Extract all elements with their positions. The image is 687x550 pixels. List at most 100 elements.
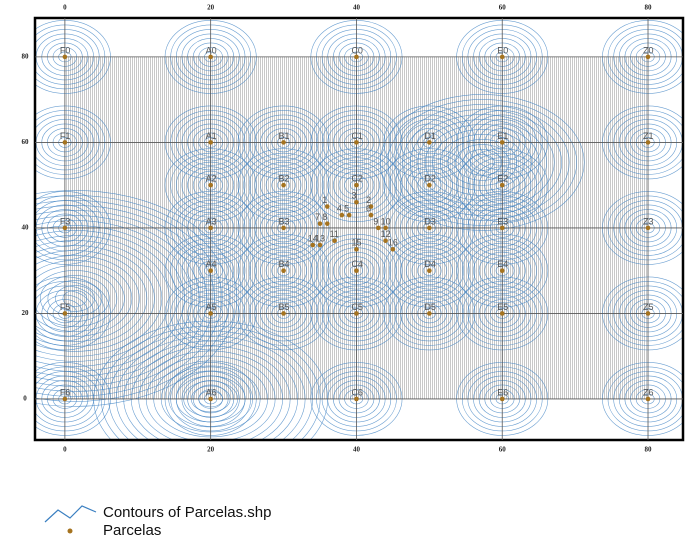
point-label: D2 <box>424 174 436 184</box>
contour <box>417 260 442 281</box>
contour <box>277 265 291 276</box>
y-tick-label: 20 <box>22 309 30 317</box>
x-tick-label: 60 <box>499 446 507 454</box>
parcela-point <box>368 212 374 218</box>
point-label: E4 <box>497 259 508 269</box>
parcela-point <box>208 54 213 60</box>
contour <box>402 109 563 216</box>
contour <box>422 179 436 191</box>
contour <box>277 179 291 191</box>
contour <box>35 225 185 372</box>
point-label: 13 <box>315 233 325 243</box>
point-label: 9 <box>373 216 378 226</box>
contour <box>35 245 155 352</box>
parcela-point <box>208 396 213 402</box>
parcela-point <box>208 182 213 188</box>
point-label: A4 <box>206 259 217 269</box>
point-label: Z6 <box>643 387 654 397</box>
point-label: A3 <box>206 216 217 226</box>
contour <box>387 99 578 226</box>
parcela-point <box>346 212 352 218</box>
point-label: F3 <box>60 216 71 226</box>
parcela-point <box>354 311 359 316</box>
contour <box>422 265 436 276</box>
point-label: 11 <box>330 229 339 239</box>
point-label: 3 <box>351 191 356 201</box>
parcela-point <box>427 140 432 145</box>
point-label: F0 <box>60 45 71 55</box>
contour <box>394 104 570 221</box>
point-label: Z5 <box>643 302 654 312</box>
point-label: E0 <box>497 45 508 55</box>
point-label: D4 <box>424 259 436 269</box>
point-label: C0 <box>351 45 363 55</box>
parcela-point <box>281 140 286 145</box>
parcela-point <box>645 396 651 402</box>
parcela-point <box>332 238 337 244</box>
parcela-point <box>499 225 505 231</box>
contour <box>243 238 324 303</box>
contour <box>405 251 453 290</box>
contour <box>394 157 465 213</box>
parcela-point <box>645 225 651 231</box>
contour <box>40 275 110 322</box>
point-label: 12 <box>381 229 391 239</box>
contour <box>62 290 88 307</box>
parcela-point <box>62 140 68 145</box>
contour <box>35 190 238 407</box>
parcela-point <box>645 140 651 145</box>
contour <box>35 205 215 392</box>
point-label: C5 <box>351 302 363 312</box>
contour <box>35 230 178 367</box>
contour <box>454 144 510 181</box>
contour <box>35 255 140 342</box>
contour <box>394 242 465 299</box>
parcela-point <box>354 54 359 60</box>
parcela-point <box>390 247 396 252</box>
point-label: 2 <box>366 195 371 205</box>
point-label: C2 <box>351 174 363 184</box>
point-label: B5 <box>279 302 290 312</box>
contour <box>439 134 525 191</box>
parcela-point <box>427 268 432 273</box>
parcela-point <box>281 225 286 231</box>
parcela-point <box>645 54 651 60</box>
x-tick-label: 0 <box>63 446 67 454</box>
contour <box>254 247 313 294</box>
x-tick-label: 80 <box>645 4 653 12</box>
x-tick-label: 80 <box>645 446 653 454</box>
point-label: C1 <box>351 131 363 141</box>
contour <box>47 280 103 317</box>
parcela-point <box>427 182 432 188</box>
contour <box>260 251 307 290</box>
point-label: E2 <box>497 174 508 184</box>
parcela-point <box>368 204 374 209</box>
y-tick-label: 40 <box>22 224 30 232</box>
contour <box>417 119 548 206</box>
contour <box>35 240 163 357</box>
x-tick-label: 20 <box>207 446 215 454</box>
contour <box>409 114 555 211</box>
point-label: B3 <box>279 216 290 226</box>
point-label: 16 <box>388 238 398 248</box>
point-label: A0 <box>206 45 217 55</box>
parcela-point <box>499 140 505 145</box>
contour <box>469 154 495 171</box>
parcela-point <box>354 396 359 402</box>
contour <box>35 195 230 402</box>
parcela-point <box>310 242 316 248</box>
point-label: E6 <box>497 387 508 397</box>
point-label: 15 <box>351 238 361 248</box>
legend-label: Contours of Parcelas.shp <box>103 504 271 521</box>
parcela-point <box>427 225 432 231</box>
contour <box>35 265 125 332</box>
legend-label: Parcelas <box>103 522 161 539</box>
point-label: 1 <box>322 195 327 205</box>
contour <box>379 94 585 231</box>
y-tick-label: 80 <box>22 53 30 61</box>
x-tick-label: 0 <box>63 4 67 12</box>
x-tick-label: 60 <box>499 4 507 12</box>
y-tick-label: 0 <box>23 395 27 403</box>
parcela-point <box>645 311 651 316</box>
